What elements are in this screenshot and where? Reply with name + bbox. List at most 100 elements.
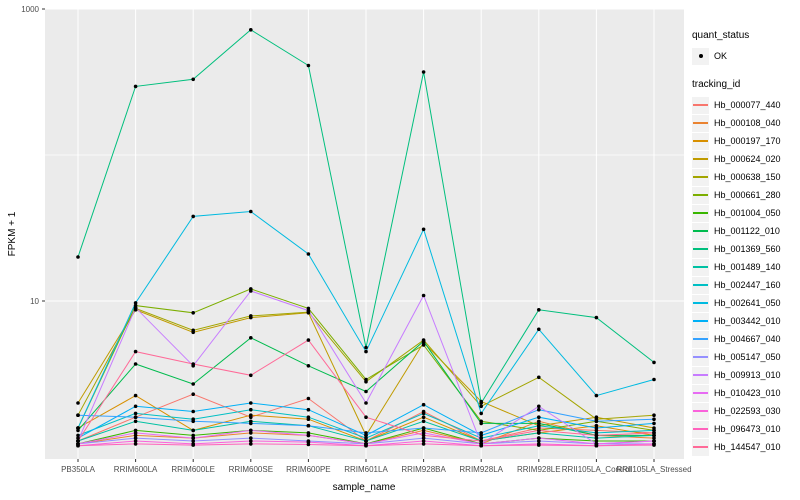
data-point: [306, 63, 311, 68]
data-point: [191, 362, 195, 366]
legend-key-line-icon: [692, 348, 709, 366]
data-point: [421, 419, 426, 424]
data-point: [133, 305, 138, 310]
legend-quant-items: OK: [692, 47, 798, 65]
legend-item-label: Hb_000638_150: [714, 172, 781, 182]
data-point: [306, 396, 311, 401]
data-point: [249, 209, 253, 214]
data-point: [364, 415, 368, 420]
data-point: [421, 339, 426, 344]
legend-key-line-icon: [692, 330, 709, 348]
y-axis-title: FPKM + 1: [7, 211, 18, 256]
data-point: [421, 439, 426, 443]
data-point: [479, 404, 484, 409]
y-tick-label: 1000: [21, 5, 39, 14]
data-point: [537, 443, 541, 447]
data-point: [306, 252, 311, 256]
legend-item: Hb_010423_010: [692, 384, 798, 402]
legend-item: Hb_001004_050: [692, 204, 798, 222]
data-point: [594, 431, 599, 435]
data-point: [364, 349, 368, 354]
legend-item-label: Hb_002447_160: [714, 280, 781, 290]
x-tick-label: PB350LA: [61, 465, 95, 474]
data-point: [133, 431, 138, 435]
legend-item-label: Hb_005147_050: [714, 352, 781, 362]
data-point: [421, 442, 426, 446]
data-point: [479, 443, 484, 448]
data-point: [537, 428, 541, 433]
data-point: [594, 439, 599, 443]
data-point: [133, 442, 138, 446]
data-point: [249, 373, 253, 378]
data-point: [479, 433, 484, 438]
data-point: [537, 415, 541, 420]
legend-item-label: Hb_001004_050: [714, 208, 781, 218]
legend-item-label: Hb_002641_050: [714, 298, 781, 308]
data-point: [594, 433, 599, 438]
data-point: [479, 436, 484, 440]
legend-item: Hb_003442_010: [692, 312, 798, 330]
data-point: [249, 428, 253, 433]
legend-item: Hb_096473_010: [692, 420, 798, 438]
legend-key-line-icon: [692, 258, 709, 276]
data-point: [594, 393, 599, 398]
legend-item-label: Hb_000108_040: [714, 118, 781, 128]
data-point: [76, 426, 80, 430]
legend-item: Hb_009913_010: [692, 366, 798, 384]
legend-item-quant: OK: [692, 47, 798, 65]
data-point: [249, 28, 253, 32]
data-point: [537, 327, 541, 332]
x-axis-title: sample_name: [333, 482, 396, 493]
legend-key-line-icon: [692, 96, 709, 114]
data-point: [594, 436, 599, 440]
data-point: [133, 301, 138, 305]
legend-item: Hb_005147_050: [692, 348, 798, 366]
x-tick-label: RRII105LA_Stressed: [616, 465, 691, 474]
data-point: [306, 431, 311, 435]
data-point: [133, 436, 138, 440]
legend-item-label: Hb_009913_010: [714, 370, 781, 380]
x-tick-label: RRIM600LE: [171, 465, 215, 474]
legend-key-line-icon: [692, 402, 709, 420]
legend-item: Hb_000661_280: [692, 186, 798, 204]
legend-item-label: Hb_022593_030: [714, 406, 781, 416]
data-point: [76, 443, 80, 448]
legend-item-label: Hb_000197_170: [714, 136, 781, 146]
data-point: [421, 227, 426, 232]
data-point: [133, 428, 138, 433]
legend-item: Hb_001122_010: [692, 222, 798, 240]
legend-title-tracking-id: tracking_id: [692, 79, 741, 90]
data-point: [652, 413, 656, 418]
legend-item: Hb_001489_140: [692, 258, 798, 276]
data-point: [652, 360, 656, 365]
data-point: [537, 439, 541, 443]
data-point: [537, 404, 541, 409]
x-tick-label: RRIM600PE: [286, 465, 330, 474]
data-point: [652, 439, 656, 443]
data-point: [364, 439, 368, 443]
data-point: [191, 77, 195, 82]
legend-key-line-icon: [692, 276, 709, 294]
legend-item-label: Hb_096473_010: [714, 424, 781, 434]
legend-key-line-icon: [692, 294, 709, 312]
legend-title-quant-status: quant_status: [692, 30, 750, 41]
x-tick-label: RRIM600LA: [114, 465, 158, 474]
data-point: [421, 433, 426, 438]
data-point: [421, 436, 426, 440]
data-point: [191, 428, 195, 433]
data-point: [421, 415, 426, 420]
data-point: [191, 439, 195, 443]
data-point: [306, 442, 311, 447]
x-tick-label: RRIM928BA: [401, 465, 446, 474]
data-point: [652, 436, 656, 440]
legend-key-line-icon: [692, 420, 709, 438]
data-point: [133, 439, 138, 443]
data-point: [306, 338, 311, 342]
data-point: [191, 409, 195, 414]
legend-item-label: Hb_001122_010: [714, 226, 780, 236]
data-point: [191, 443, 195, 447]
legend-item: Hb_000077_440: [692, 96, 798, 114]
legend-key-point-icon: [692, 47, 709, 65]
data-point: [76, 436, 80, 440]
data-point: [249, 336, 253, 340]
